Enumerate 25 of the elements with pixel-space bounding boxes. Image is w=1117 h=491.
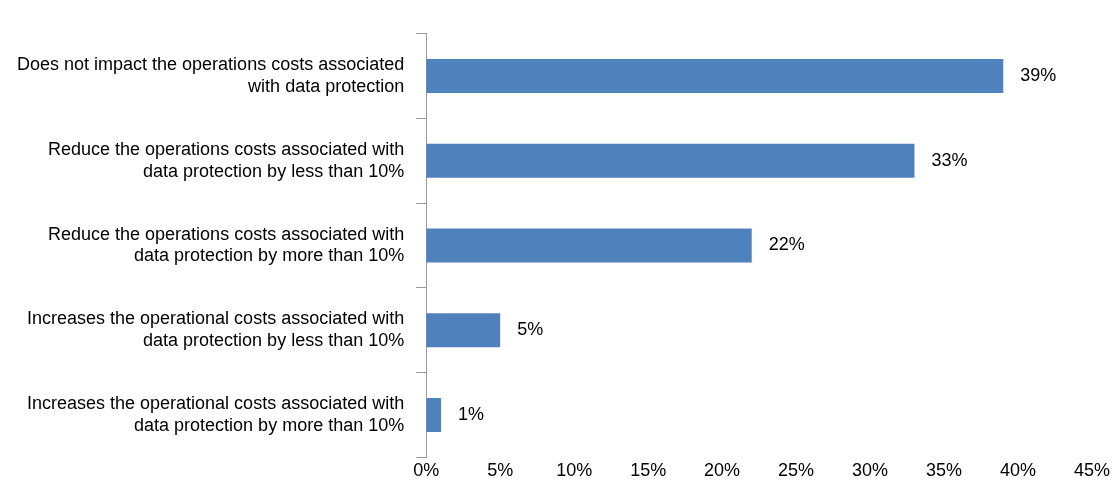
data-label: 39% [1020, 64, 1057, 85]
y-tick-label: Increases the operational costs associated with data protection by less than 10% [26, 308, 405, 351]
bar [426, 59, 1004, 93]
x-tick-label: 0% [413, 460, 440, 481]
y-tick-label: Reduce the operations costs associated with data protection by more than 10% [48, 223, 405, 266]
x-tick-label: 40% [1000, 460, 1037, 481]
x-tick-label: 30% [852, 460, 889, 481]
y-tick-label: Increases the operational costs associated with data protection by more than 10% [26, 393, 405, 435]
bar [426, 228, 752, 263]
y-tick-label: Reduce the operations costs associated with data protection by less than 10% [48, 138, 405, 181]
x-tick-label: 20% [704, 460, 741, 481]
x-tick-label: 35% [926, 460, 963, 481]
data-label: 5% [517, 319, 544, 340]
x-tick-label: 15% [630, 460, 667, 481]
y-tick-label: Does not impact the operations costs associated with data protection [16, 54, 405, 96]
bar [426, 398, 442, 432]
bar [426, 313, 501, 348]
x-tick-label: 5% [487, 460, 514, 481]
x-tick-label: 10% [556, 460, 593, 481]
x-tick-label: 25% [778, 460, 815, 481]
data-label: 1% [458, 403, 485, 424]
x-tick-label: 45% [1073, 460, 1111, 481]
data-label: 33% [931, 149, 968, 170]
bar [426, 143, 915, 178]
data-label: 22% [768, 234, 805, 255]
